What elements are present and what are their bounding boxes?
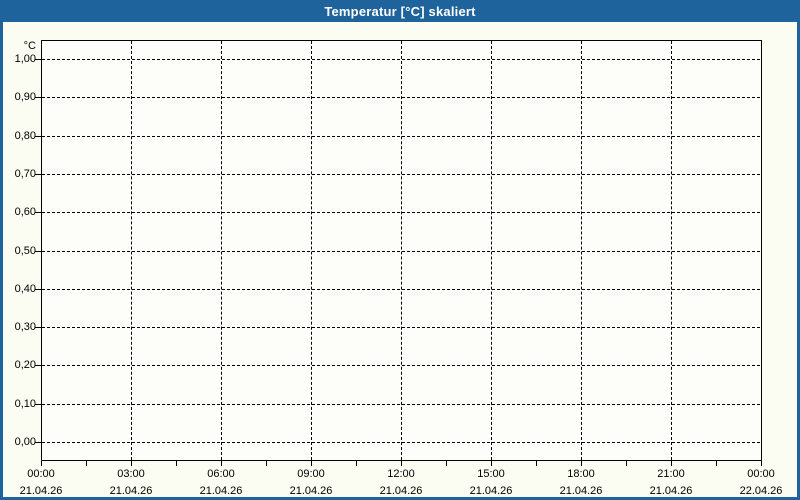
x-axis-tick	[626, 461, 627, 466]
x-axis-time-label: 21:00	[657, 468, 685, 480]
y-axis-label: 0,40	[14, 283, 36, 295]
y-axis-tick	[35, 174, 41, 175]
x-axis-date-label: 21.04.26	[199, 485, 243, 497]
x-gridline	[311, 41, 312, 460]
y-axis-label: 0,60	[14, 206, 36, 218]
x-axis-date-label: 21.04.26	[469, 485, 513, 497]
y-axis-label: 0,20	[14, 359, 36, 371]
plot-area	[41, 40, 762, 461]
y-axis-label: 0,00	[14, 436, 36, 448]
x-axis-tick	[536, 461, 537, 466]
x-axis-time-label: 12:00	[387, 468, 415, 480]
y-axis-label: 0,90	[14, 91, 36, 103]
x-axis-date-label: 21.04.26	[379, 485, 423, 497]
x-axis-date-label: 22.04.26	[739, 485, 783, 497]
y-axis-label: 0,70	[14, 168, 36, 180]
y-axis-tick	[35, 365, 41, 366]
y-axis-label: 1,00	[14, 53, 36, 65]
x-axis-date-label: 21.04.26	[19, 485, 63, 497]
x-axis-tick	[41, 461, 42, 466]
x-gridline	[671, 41, 672, 460]
titlebar: Temperatur [°C] skaliert	[0, 0, 800, 22]
x-axis-date-label: 21.04.26	[649, 485, 693, 497]
y-axis-tick	[35, 97, 41, 98]
y-axis-tick	[35, 136, 41, 137]
x-axis-date-label: 21.04.26	[559, 485, 603, 497]
x-axis-tick	[356, 461, 357, 466]
x-axis-time-label: 18:00	[567, 468, 595, 480]
x-axis-time-label: 15:00	[477, 468, 505, 480]
x-gridline	[491, 41, 492, 460]
y-axis-label: 0,30	[14, 321, 36, 333]
x-axis-tick	[176, 461, 177, 466]
x-axis-tick	[716, 461, 717, 466]
x-axis-tick	[221, 461, 222, 466]
x-axis-tick	[671, 461, 672, 466]
x-axis-tick	[131, 461, 132, 466]
x-axis-tick	[311, 461, 312, 466]
x-gridline	[131, 41, 132, 460]
x-axis-time-label: 06:00	[207, 468, 235, 480]
y-axis-label: 0,50	[14, 245, 36, 257]
x-axis-time-label: 00:00	[27, 468, 55, 480]
x-axis-tick	[491, 461, 492, 466]
y-axis-tick	[35, 327, 41, 328]
x-gridline	[401, 41, 402, 460]
y-axis-tick	[35, 212, 41, 213]
y-axis-unit-label: °C	[23, 40, 36, 52]
x-axis-time-label: 09:00	[297, 468, 325, 480]
y-axis-tick	[35, 251, 41, 252]
x-axis-tick	[761, 461, 762, 466]
x-axis-tick	[446, 461, 447, 466]
y-axis-label: 0,10	[14, 398, 36, 410]
x-axis-tick	[401, 461, 402, 466]
window-title: Temperatur [°C] skaliert	[324, 3, 476, 19]
x-axis-time-label: 00:00	[747, 468, 775, 480]
x-axis-tick	[266, 461, 267, 466]
x-axis-tick	[86, 461, 87, 466]
x-axis-tick	[581, 461, 582, 466]
x-gridline	[221, 41, 222, 460]
y-axis-tick	[35, 404, 41, 405]
x-axis-date-label: 21.04.26	[109, 485, 153, 497]
y-axis-tick	[35, 442, 41, 443]
x-gridline	[581, 41, 582, 460]
y-axis-tick	[35, 289, 41, 290]
x-axis-date-label: 21.04.26	[289, 485, 333, 497]
x-axis-time-label: 03:00	[117, 468, 145, 480]
y-axis-tick	[35, 59, 41, 60]
y-axis-label: 0,80	[14, 130, 36, 142]
